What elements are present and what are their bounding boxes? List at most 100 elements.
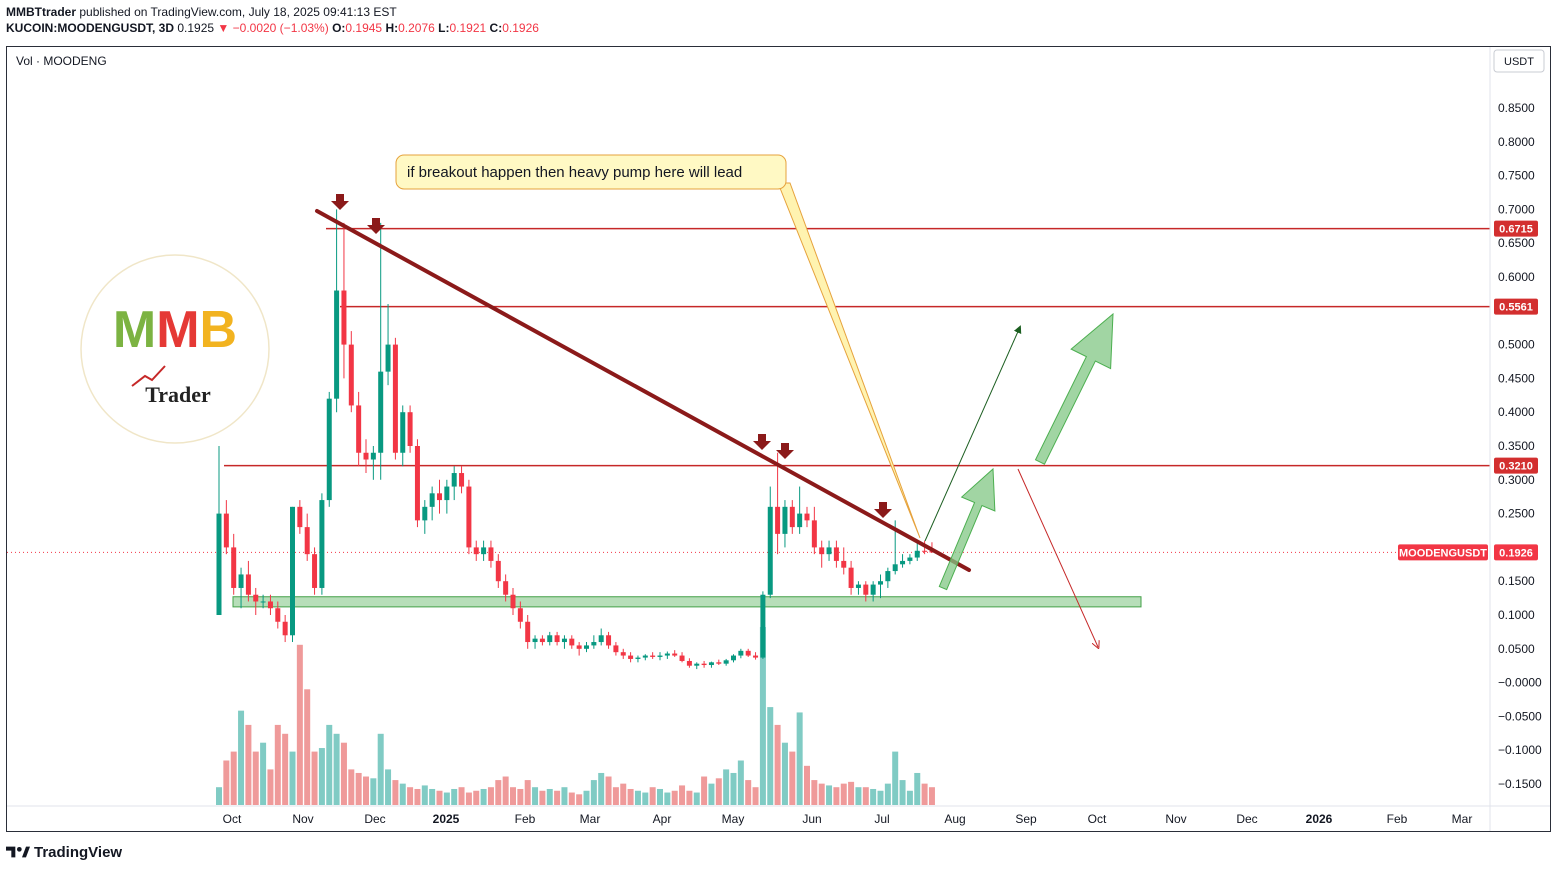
y-tick-label: −0.1500 [1498,777,1542,791]
y-tick-label: 0.8000 [1498,135,1535,149]
volume-bar [260,742,267,805]
y-tick-label: 0.7000 [1498,202,1535,216]
symbol-price-tag [1398,544,1488,561]
candle-body [863,584,869,595]
volume-bar [421,785,428,805]
candle-body [701,663,707,666]
axes: USDT 0.8500 0.8000 0.7500 0.7000 0.6500 0.6000… [7,47,1550,831]
candle-body [253,594,259,602]
volume-bar [458,787,465,805]
candle-body [532,638,538,643]
tradingview-brand[interactable]: TradingView [34,843,123,861]
candle-body [907,557,913,561]
candle-body [238,574,244,588]
volume-bar [627,788,634,805]
candle-body [731,655,736,661]
volume-bar [245,724,252,805]
logo-subtitle: Trader [145,382,211,407]
y-tick-label: 0.1000 [1498,608,1535,622]
volume-bar [906,790,913,805]
candle-body [422,506,428,521]
candle-body [598,635,604,643]
current-price-label: 0.1926 [1499,547,1533,559]
candle-body [547,635,553,643]
candle-body [767,506,773,595]
candle-body [503,581,509,595]
volume-bar [238,710,245,805]
volume-bar [605,776,612,805]
x-tick-label: Sep [1015,812,1037,826]
volume-indicator-label[interactable]: Vol · MOODENG [16,54,107,68]
candle-body [312,554,318,588]
volume-bar [473,790,480,805]
volume-bar [708,783,715,805]
volume-bar [752,787,759,805]
candle-body [878,581,883,585]
mmb-trader-logo: MMB Trader [80,254,270,444]
author-name[interactable]: MMBTtrader [6,5,77,19]
candle-body [900,560,906,565]
candle-body [848,567,854,588]
candle-body [760,594,766,658]
candle-body [223,513,229,548]
candle-body [517,608,523,622]
volume-bar [480,788,487,805]
high-value: 0.2076 [398,21,435,35]
volume-bar [554,790,561,805]
candle-body [297,506,303,528]
volume-bar [914,772,921,805]
volume-bar [363,776,369,805]
level-price-tag [1494,298,1538,315]
candle-body [679,655,685,661]
volume-bar [745,780,752,805]
candle-body [488,547,494,561]
volume-bar [546,788,553,805]
volume-bar [318,748,325,805]
y-tick-label: 0.3500 [1498,439,1535,453]
horizontal-levels: 0.6715 0.5561 0.3210 MOODENGUSDT 0.1926 [7,220,1538,561]
candle-body [716,662,722,664]
candle-body [245,574,251,595]
volume-bar [737,760,744,805]
volume-bar [892,751,899,805]
candle-body [738,650,744,656]
high-label: H: [385,21,399,35]
volume-bar [855,787,862,805]
volume-bar [759,627,766,805]
volume-bar [539,790,546,805]
x-tick-label: Mar [580,812,601,826]
volume-bar [267,769,274,805]
volume-bar [502,776,509,805]
volume-bar [487,787,494,805]
logo-circle [80,254,270,444]
y-tick-label: −0.1000 [1498,743,1542,757]
drawings [315,194,1114,647]
logo-letter-m2: M [156,301,199,359]
x-tick-label: Feb [515,812,536,826]
candle-body [429,493,435,507]
tradingview-logo-icon [6,846,30,858]
candle-body [554,635,560,643]
y-tick-label: 0.4000 [1498,405,1535,419]
y-tick-label: 0.6500 [1498,236,1535,250]
candle-body [789,506,795,528]
volume-bar [385,769,392,805]
volume-bar [928,787,935,805]
volume-bar [465,792,472,805]
volume-bar [811,780,818,805]
y-tick-label: 0.7500 [1498,169,1535,183]
y-tick-label: −0.0500 [1498,709,1542,723]
volume-bar [370,778,377,805]
x-tick-label: Oct [223,812,242,826]
close-value: 0.1926 [502,21,539,35]
price-change: −0.0020 (−1.03%) [232,21,329,35]
candle-body [539,638,545,643]
volume-bars [216,627,935,805]
candle-body [414,446,420,521]
volume-bar [818,783,825,805]
candle-body [392,344,398,453]
candle-body [473,547,479,555]
logo-trend-icon [131,365,166,387]
x-tick-label: Mar [1452,812,1473,826]
